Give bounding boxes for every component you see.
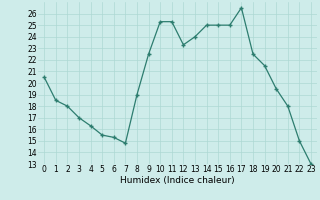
X-axis label: Humidex (Indice chaleur): Humidex (Indice chaleur) — [120, 176, 235, 185]
